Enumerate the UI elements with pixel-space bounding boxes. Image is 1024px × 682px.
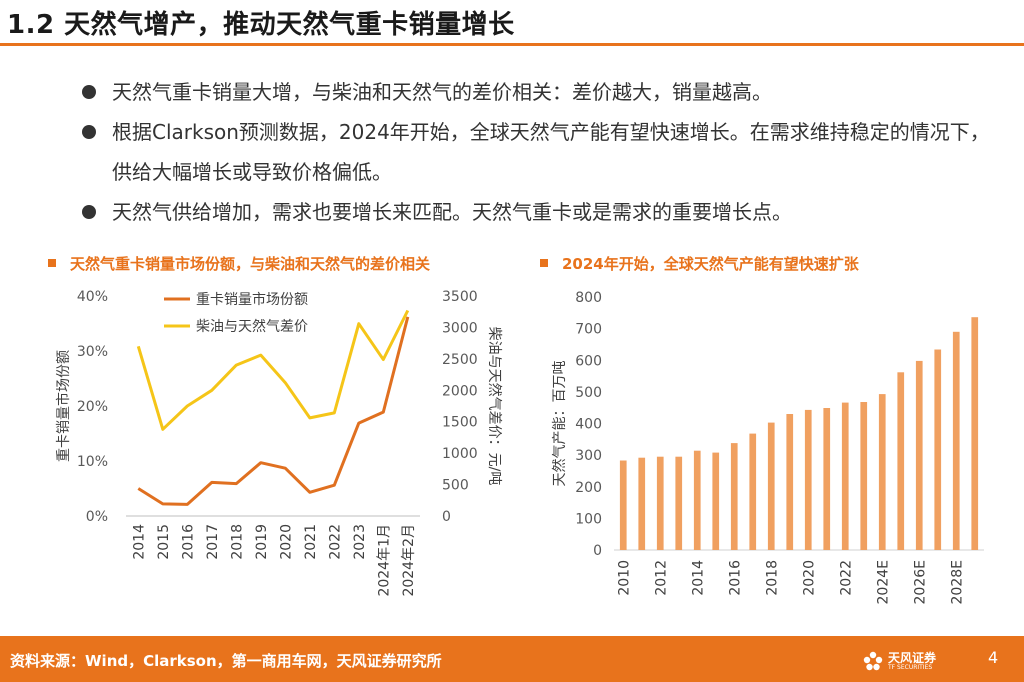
x-tick-label: 2028E (949, 560, 965, 604)
bar (860, 402, 868, 550)
y-right-axis-title: 柴油与天然气差价：元/吨 (486, 327, 503, 486)
bullet-item: 天然气供给增加，需求也要增长来匹配。天然气重卡或是需求的重要增长点。 (82, 192, 1002, 232)
bullet-item: 根据Clarkson预测数据，2024年开始，全球天然气产能有望快速增长。在需求… (82, 112, 1002, 192)
x-tick-label: 2024E (875, 560, 891, 604)
x-tick-label: 2014 (690, 560, 706, 596)
bar (804, 409, 812, 550)
bar (841, 402, 849, 550)
y-right-tick-label: 3500 (442, 289, 478, 305)
bar (823, 408, 831, 550)
y-right-tick-label: 1000 (442, 446, 478, 462)
bullet-text: 根据Clarkson预测数据，2024年开始，全球天然气产能有望快速增长。在需求… (112, 120, 990, 184)
y-tick-label: 0 (593, 543, 602, 559)
flower-logo-icon (863, 651, 883, 671)
y-left-tick-label: 10% (77, 454, 108, 470)
bar (712, 452, 720, 550)
title-underline (0, 43, 1024, 46)
left-chart-heading: 天然气重卡销量市场份额，与柴油和天然气的差价相关 (48, 253, 430, 275)
y-right-tick-label: 3000 (442, 320, 478, 336)
bar (767, 422, 775, 550)
y-right-tick-label: 0 (442, 509, 451, 525)
bar (971, 317, 979, 550)
y-tick-label: 600 (575, 353, 602, 369)
y-left-tick-label: 30% (77, 344, 108, 360)
y-tick-label: 100 (575, 511, 602, 527)
x-tick-label: 2021 (303, 524, 319, 560)
x-tick-label: 2020 (278, 524, 294, 560)
x-tick-label: 2016 (180, 524, 196, 560)
x-tick-label: 2022 (838, 560, 854, 596)
right-chart-title: 2024年开始，全球天然气产能有望快速扩张 (562, 255, 859, 273)
series-line-market-share (137, 316, 410, 506)
x-tick-label: 2023 (352, 524, 368, 560)
y-right-tick-label: 500 (442, 478, 469, 494)
bar-chart: 0 100 200 300 400 500 600 700 800 天然气产能：百万吨 2010 20… (551, 290, 984, 604)
square-bullet-icon (48, 259, 56, 267)
x-tick-label: 2024年1月 (376, 524, 392, 597)
x-tick-label: 2019 (254, 524, 270, 560)
bar (693, 450, 701, 550)
y-axis-title: 天然气产能：百万吨 (551, 361, 568, 487)
bullet-text: 天然气重卡销量大增，与柴油和天然气的差价相关：差价越大，销量越高。 (112, 80, 772, 104)
bar (952, 331, 960, 550)
y-right-tick-label: 2000 (442, 383, 478, 399)
y-right-tick-label: 2500 (442, 352, 478, 368)
y-tick-label: 700 (575, 322, 602, 338)
square-bullet-icon (540, 259, 548, 267)
y-right-tick-label: 1500 (442, 415, 478, 431)
bullet-text: 天然气供给增加，需求也要增长来匹配。天然气重卡或是需求的重要增长点。 (112, 200, 792, 224)
y-tick-label: 500 (575, 385, 602, 401)
y-left-tick-label: 20% (77, 399, 108, 415)
x-tick-label: 2016 (727, 560, 743, 596)
page-number: 4 (988, 648, 999, 667)
logo-text: 天风证券 (888, 651, 937, 665)
bar (675, 456, 683, 550)
x-tick-label: 2026E (912, 560, 928, 604)
x-tick-label: 2014 (131, 524, 147, 560)
bar (934, 349, 942, 550)
bar (897, 372, 905, 550)
x-tick-label: 2015 (156, 524, 172, 560)
bar (786, 414, 794, 550)
series-line-price-spread (136, 309, 410, 431)
x-tick-label: 2020 (801, 560, 817, 596)
bullet-item: 天然气重卡销量大增，与柴油和天然气的差价相关：差价越大，销量越高。 (82, 72, 1002, 112)
bar (878, 394, 886, 550)
y-tick-label: 800 (575, 290, 602, 306)
bullet-dot-icon (82, 125, 96, 139)
source-note: 资料来源：Wind，Clarkson，第一商用车网，天风证券研究所 (10, 652, 442, 670)
line-chart: 0% 10% 20% 30% 40% 0 500 1000 1500 2000 2500 3000 35… (55, 289, 503, 597)
page-title: 1.2 天然气增产，推动天然气重卡销量增长 (7, 10, 515, 40)
y-left-tick-label: 0% (86, 509, 108, 525)
legend-label: 柴油与天然气差价 (196, 318, 308, 335)
x-tick-label: 2017 (205, 524, 221, 560)
right-chart-heading: 2024年开始，全球天然气产能有望快速扩张 (540, 253, 859, 275)
y-tick-label: 400 (575, 417, 602, 433)
bar (619, 460, 627, 550)
y-tick-label: 300 (575, 448, 602, 464)
bar (638, 457, 646, 550)
x-tick-label: 2022 (327, 524, 343, 560)
left-chart-title: 天然气重卡销量市场份额，与柴油和天然气的差价相关 (70, 255, 431, 273)
bar (656, 456, 664, 550)
y-left-axis-title: 重卡销量市场份额 (55, 350, 72, 462)
bar (730, 443, 738, 550)
bullet-dot-icon (82, 205, 96, 219)
bar (749, 433, 757, 550)
footer-bar: 资料来源：Wind，Clarkson，第一商用车网，天风证券研究所 天风证券 T… (0, 636, 1024, 682)
y-left-tick-label: 40% (77, 289, 108, 305)
logo-subtext: TF SECURITIES (888, 664, 933, 671)
x-tick-label: 2012 (653, 560, 669, 596)
bar (915, 360, 923, 550)
y-tick-label: 200 (575, 480, 602, 496)
x-tick-label: 2018 (229, 524, 245, 560)
title-bar: 1.2 天然气增产，推动天然气重卡销量增长 (0, 0, 1024, 46)
bullet-dot-icon (82, 85, 96, 99)
bullet-list: 天然气重卡销量大增，与柴油和天然气的差价相关：差价越大，销量越高。 根据Clar… (82, 72, 1002, 232)
company-logo: 天风证券 TF SECURITIES (862, 648, 952, 674)
x-tick-label: 2024年2月 (401, 524, 417, 597)
x-tick-label: 2018 (764, 560, 780, 596)
x-tick-label: 2010 (616, 560, 632, 596)
legend-label: 重卡销量市场份额 (196, 291, 308, 308)
